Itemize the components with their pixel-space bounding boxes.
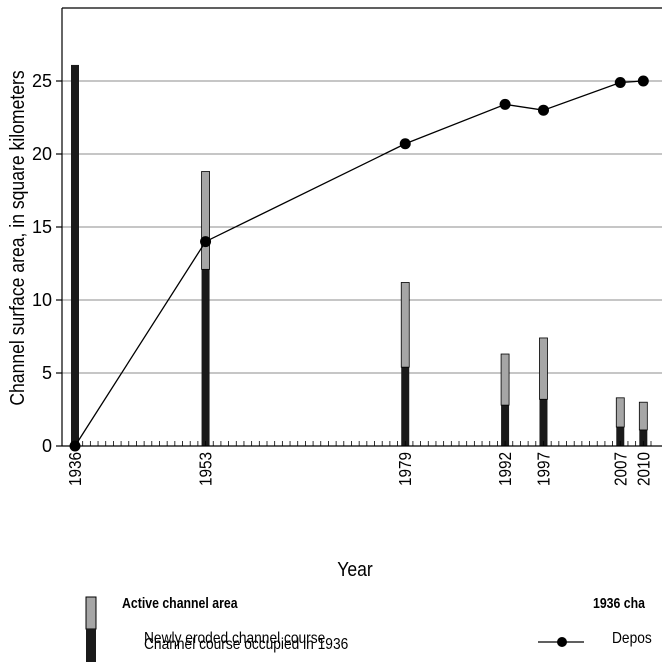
legend-title-1936-channel: 1936 cha [593, 595, 645, 612]
x-tick-label-1936: 1936 [65, 452, 85, 486]
legend-swatch-newly-eroded [85, 596, 97, 630]
deposits-point-1997 [537, 104, 549, 116]
bar-occupied-1936-1936 [71, 64, 79, 446]
x-tick-label-2007: 2007 [610, 452, 630, 486]
y-tick-label-20: 20 [32, 144, 52, 164]
x-tick-label-1992: 1992 [495, 452, 515, 486]
bar-newly-eroded-1992 [500, 353, 510, 406]
deposits-point-1992 [499, 98, 511, 110]
minor-ticks [74, 441, 652, 446]
deposits-point-2010 [637, 75, 649, 87]
y-tick-label-0: 0 [42, 436, 52, 456]
deposits-point-2007 [614, 76, 626, 88]
deposits-point-1979 [399, 138, 411, 150]
bar-occupied-1936-1953 [201, 269, 210, 446]
deposits-point-1953 [200, 236, 212, 248]
legend-label-occupied-1936: Channel course occupied in 1936 [144, 636, 349, 653]
legend-swatches [85, 596, 584, 662]
deposits-point-1936 [69, 440, 81, 452]
bar-newly-eroded-1997 [539, 337, 548, 400]
legend-swatch-occupied-1936 [86, 629, 96, 662]
bar-occupied-1936-1979 [401, 367, 410, 446]
y-axis-label: Channel surface area, in square kilomete… [6, 70, 28, 405]
deposits-polyline [74, 80, 644, 447]
y-tick-label-10: 10 [32, 290, 52, 310]
y-tick-label-25: 25 [32, 71, 52, 91]
bar-newly-eroded-1979 [400, 282, 410, 368]
bar-occupied-1936-1997 [539, 399, 548, 446]
axes [56, 7, 662, 447]
y-tick-label-15: 15 [32, 217, 52, 237]
x-tick-label-2010: 2010 [633, 452, 653, 486]
legend-marker-deposits [557, 637, 567, 647]
grid-lines [62, 80, 662, 374]
bar-newly-eroded-2010 [638, 401, 648, 431]
x-tick-label-1953: 1953 [195, 452, 215, 486]
bar-newly-eroded-2007 [615, 397, 625, 428]
x-axis-label: Year [337, 558, 373, 580]
bars [71, 64, 648, 446]
bar-occupied-1936-2010 [639, 429, 648, 446]
y-tick-label-5: 5 [42, 363, 52, 383]
bar-occupied-1936-2007 [616, 427, 625, 446]
bar-newly-eroded-1953 [201, 171, 210, 270]
bar-occupied-1936-1992 [501, 405, 510, 446]
y-tick-labels: 0 5 10 15 20 25 [32, 71, 52, 456]
deposits-line [69, 75, 649, 452]
legend-label-newly-eroded: Newly eroded channel course [144, 630, 326, 647]
x-tick-label-1979: 1979 [395, 452, 415, 486]
x-tick-labels: 1936 1953 1979 1992 1997 2007 2010 [65, 452, 654, 486]
x-tick-label-1997: 1997 [533, 452, 553, 486]
legend-title-active-channel-area: Active channel area [122, 595, 238, 612]
legend-label-deposits: Depos [612, 630, 652, 647]
